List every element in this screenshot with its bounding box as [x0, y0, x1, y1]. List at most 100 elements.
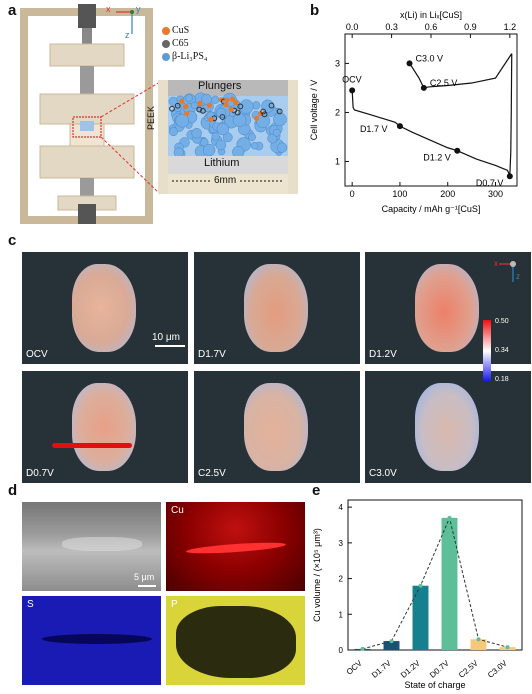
x-tick-label: C3.0V	[486, 658, 509, 680]
state-point	[454, 147, 461, 154]
bar-point	[389, 639, 394, 644]
edx-map-s: S	[22, 596, 161, 685]
bar-point	[418, 583, 423, 588]
legend-lips-label: β-Li₃PS₄	[172, 51, 208, 62]
axis-c-z: z	[516, 272, 520, 281]
bar	[470, 639, 487, 650]
state-point-label: C2.5 V	[430, 78, 458, 88]
y-tick-label: 2	[339, 575, 344, 584]
tile-state-label: OCV	[26, 349, 48, 360]
inset-lithium-label: Lithium	[204, 157, 240, 169]
x-tick-label: OCV	[345, 658, 365, 676]
top-block	[49, 43, 125, 67]
trend-line	[362, 516, 508, 650]
series-line	[351, 53, 513, 176]
state-point	[349, 87, 356, 94]
x-tick-label: D1.7V	[370, 658, 393, 680]
x-axis-title: State of charge	[404, 680, 465, 690]
y-axis-title: Cu volume / (×10⁵ μm³)	[312, 528, 322, 622]
panel-label-b: b	[310, 2, 320, 19]
axis-y-label: y	[136, 4, 141, 14]
voltage-profile-chart: 0 100 200 300 1 2 3 0.0 0.3 0.6 0.9 1.2 x(Li) in Liₓ…	[309, 10, 518, 214]
particle-blob	[415, 264, 479, 352]
inset-peek-label: PEEK	[146, 105, 156, 130]
panel-label-a: a	[8, 2, 17, 19]
bar-point	[505, 645, 510, 650]
x-tick-label: 200	[440, 189, 455, 199]
top-tick-label: 0.0	[346, 22, 359, 32]
colorbar-mid: 0.34	[495, 347, 509, 354]
tile-state-label: C2.5V	[198, 468, 226, 479]
state-point-label: D1.2 V	[423, 153, 451, 163]
y-tick-label: 3	[339, 539, 344, 548]
tile-state-label: D1.7V	[198, 349, 226, 360]
y-tick-label: 2	[335, 107, 340, 117]
state-point	[406, 60, 413, 67]
colorbar	[483, 320, 491, 382]
cell-schematic	[20, 4, 298, 224]
state-point	[506, 173, 513, 180]
y-axis-title: Cell voltage / V	[309, 80, 319, 141]
legend-lips-dot	[162, 53, 170, 61]
p-label: P	[171, 599, 178, 610]
tile-state-label: D0.7V	[26, 468, 54, 479]
state-point	[396, 123, 403, 130]
particle-blob	[244, 264, 308, 352]
x-tick-label: 300	[488, 189, 503, 199]
x-tick-label: C2.5V	[457, 658, 480, 680]
top-tick-label: 1.2	[504, 22, 517, 32]
s-label: S	[27, 599, 34, 610]
plot-frame	[347, 499, 523, 651]
lower-die	[39, 145, 135, 179]
tile-state-label: C3.0V	[369, 468, 397, 479]
bar	[441, 517, 458, 650]
scalebar-d-label: 5 μm	[134, 572, 155, 582]
axis-c-x: x	[494, 259, 498, 268]
legend-cus-label: CuS	[172, 25, 190, 36]
xct-slice-tile: D1.7V	[194, 252, 360, 364]
top-axis-title: x(Li) in Liₓ[CuS]	[400, 10, 462, 20]
x-tick-label: 0	[350, 189, 355, 199]
axis-x-label: x	[106, 4, 111, 14]
xct-slice-tile: D0.7V	[22, 371, 188, 483]
colorbar-max: 0.50	[495, 318, 509, 325]
state-point-label: D1.7 V	[360, 124, 388, 134]
y-tick-label: 1	[339, 610, 344, 619]
plungers-bar	[168, 80, 288, 96]
bar	[383, 641, 400, 650]
particle-blob	[415, 383, 479, 471]
state-point-label: C3.0 V	[416, 53, 444, 63]
x-axis-title: Capacity / mAh g⁻¹[CuS]	[382, 204, 481, 214]
state-point-label: OCV	[342, 74, 362, 84]
particle-blob	[72, 383, 136, 471]
panel-label-d: d	[8, 482, 18, 499]
cu-rich-band	[52, 443, 132, 448]
x-tick-label: D0.7V	[428, 658, 451, 680]
sem-image: 5 μm	[22, 502, 161, 591]
colorbar-min: 0.18	[495, 376, 509, 383]
zoom-box	[72, 116, 102, 138]
cu-volume-chart: 0 1 2 3 4 OCV D1.7V D1.2V D0.7V C2.5V C3.0V State o…	[312, 499, 523, 690]
inset-plungers-label: Plungers	[198, 80, 242, 92]
edx-map-p: P	[166, 596, 305, 685]
top-screw	[78, 4, 96, 28]
state-point	[420, 84, 427, 91]
cu-label: Cu	[171, 505, 184, 516]
legend-c65-label: C65	[172, 38, 189, 49]
scalebar-c-line	[155, 345, 185, 347]
inset-width-label: 6mm	[212, 175, 239, 186]
axis-z-label: z	[125, 30, 130, 40]
xct-slice-tile: C2.5V	[194, 371, 360, 483]
bar-point	[447, 515, 452, 520]
xct-slice-tile: OCV	[22, 252, 188, 364]
tile-state-label: D1.2V	[369, 349, 397, 360]
panel-label-e: e	[312, 482, 321, 499]
x-tick-label: D1.2V	[399, 658, 422, 680]
xct-slice-tile: D1.2V	[365, 252, 531, 364]
particle-blob	[72, 264, 136, 352]
state-point-label: D0.7 V	[476, 178, 504, 188]
panel-label-c: c	[8, 232, 17, 249]
particle-blob	[244, 383, 308, 471]
bar-point	[360, 646, 365, 651]
bar	[412, 585, 429, 650]
